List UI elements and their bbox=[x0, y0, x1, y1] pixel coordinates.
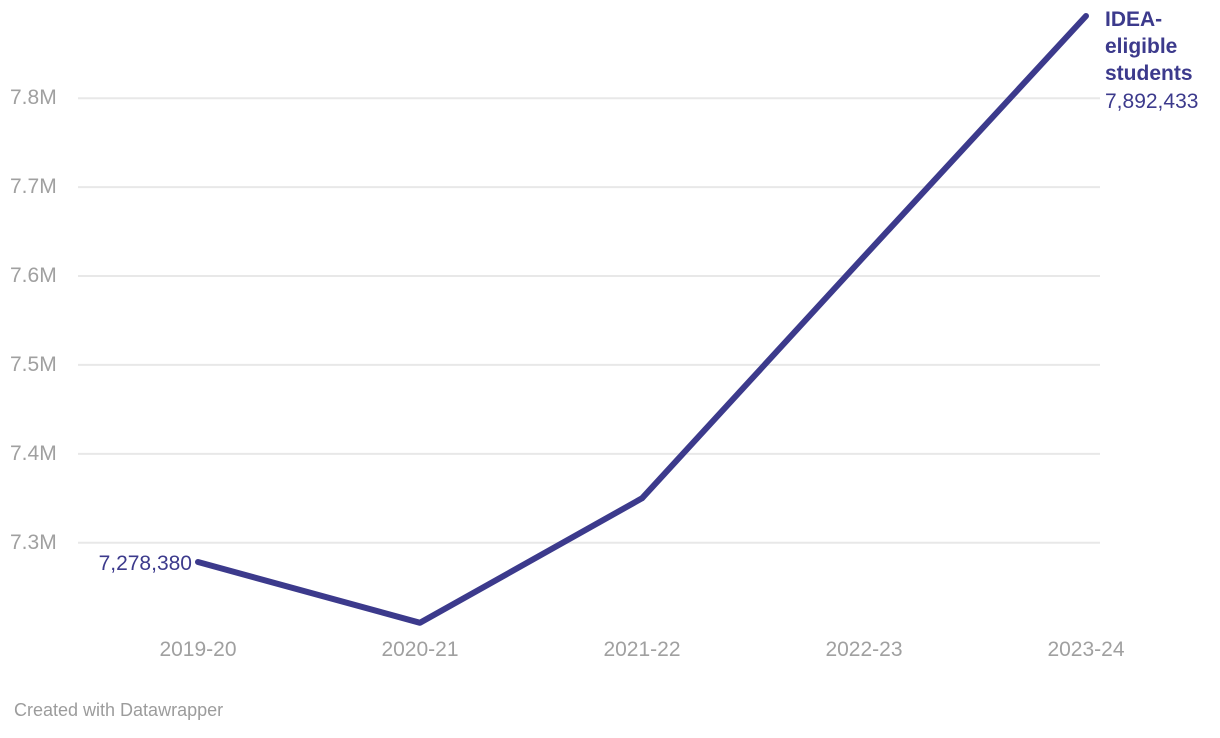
y-tick-label: 7.4M bbox=[10, 442, 57, 465]
last-point-value-label: 7,892,433 bbox=[1105, 90, 1199, 113]
datawrapper-credit: Created with Datawrapper bbox=[14, 700, 224, 720]
y-tick-label: 7.5M bbox=[10, 353, 57, 376]
y-tick-label: 7.6M bbox=[10, 264, 57, 287]
x-tick-label: 2020-21 bbox=[381, 638, 459, 661]
x-tick-label: 2021-22 bbox=[603, 638, 681, 661]
x-tick-label: 2022-23 bbox=[825, 638, 903, 661]
y-tick-label: 7.3M bbox=[10, 531, 57, 554]
x-tick-label: 2019-20 bbox=[159, 638, 237, 661]
series-label-line: eligible bbox=[1105, 35, 1178, 58]
series-label-line: students bbox=[1105, 62, 1193, 85]
x-tick-label: 2023-24 bbox=[1047, 638, 1125, 661]
first-point-value-label: 7,278,380 bbox=[98, 552, 192, 575]
data-line bbox=[195, 13, 1089, 626]
series-annotation: IDEA- eligible students 7,892,433 bbox=[1105, 6, 1198, 115]
series-label-line: IDEA- bbox=[1105, 8, 1163, 31]
y-tick-label: 7.7M bbox=[10, 175, 57, 198]
y-tick-label: 7.8M bbox=[10, 86, 57, 109]
